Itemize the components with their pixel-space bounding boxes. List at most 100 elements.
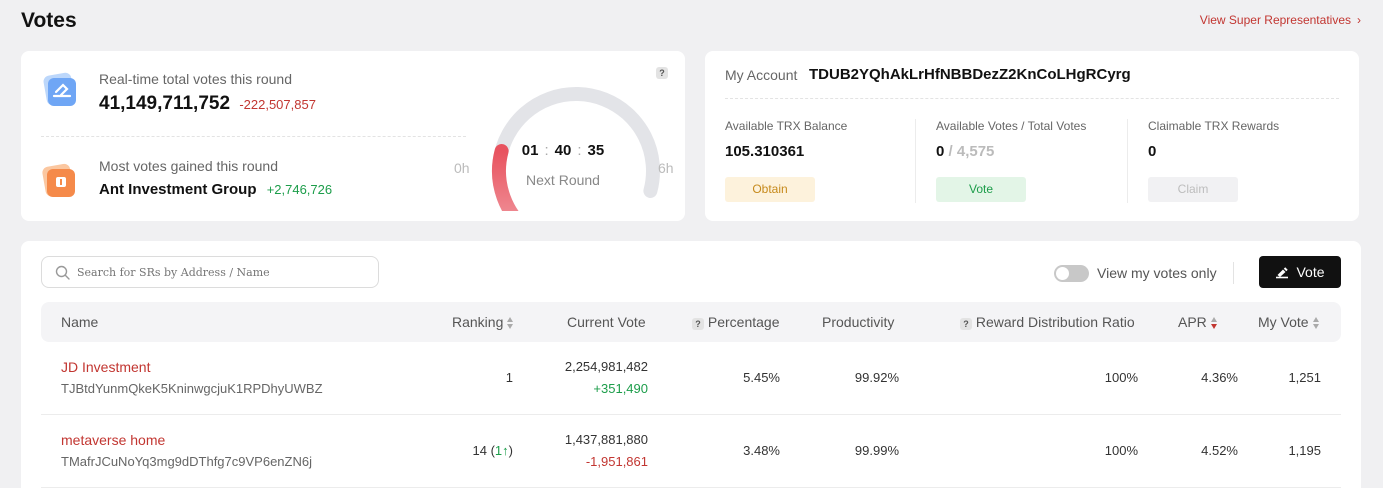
balance-label: Available TRX Balance [725, 119, 848, 133]
ranking-number: 14 ( [472, 443, 495, 458]
countdown-seconds: 35 [587, 142, 605, 159]
current-vote-value: 2,254,981,482 [564, 359, 648, 374]
countdown-minutes: 40 [554, 142, 572, 159]
sr-address: TJBtdYunmQkeK5KninwgcjuK1RPDhyUWBZ [61, 381, 323, 396]
view-my-votes-label: View my votes only [1097, 265, 1217, 281]
my-vote-value: 1,195 [1288, 443, 1321, 458]
votes-label: Available Votes / Total Votes [936, 119, 1087, 133]
account-address[interactable]: TDUB2YQhAkLrHfNBBDezZ2KnCoLHgRCyrg [809, 66, 1131, 83]
my-vote-value: 1,251 [1288, 370, 1321, 385]
gauge-fill [492, 144, 519, 211]
col-reward-ratio-label: Reward Distribution Ratio [975, 314, 1135, 330]
search-input[interactable] [77, 263, 367, 281]
next-round-label: Next Round [526, 172, 600, 188]
ballot-box-icon [43, 72, 76, 106]
votes-value: 0 / 4,575 [936, 143, 1126, 160]
col-ranking-label: Ranking [452, 314, 504, 330]
gauge-min-label: 0h [454, 160, 470, 176]
trx-balance-section: Available TRX Balance 105.310361 Obtain [725, 119, 915, 205]
col-current-vote: Current Vote [567, 314, 646, 330]
vote-delta: +351,490 [593, 381, 648, 396]
view-sr-link-label: View Super Representatives [1199, 13, 1351, 27]
total-votes-value: 41,149,711,752 -222,507,857 [99, 93, 316, 115]
sort-icon[interactable] [1312, 316, 1320, 330]
table-row: metaverse home TMafrJCuNoYq3mg9dDThfg7c9… [41, 415, 1341, 488]
arrow-up-icon: ↑ [502, 443, 509, 458]
countdown-separator: : [544, 142, 549, 159]
divider [1233, 262, 1234, 284]
countdown-timer: 01:40:35 [515, 142, 611, 159]
help-icon[interactable]: ? [692, 318, 704, 330]
col-my-vote-label: My Vote [1258, 314, 1309, 330]
help-icon[interactable]: ? [656, 67, 668, 79]
page-title: Votes [21, 9, 77, 32]
toggle-knob [1056, 267, 1069, 280]
votes-summary-card: Real-time total votes this round 41,149,… [21, 51, 685, 221]
col-reward-ratio: ? Reward Distribution Ratio [960, 314, 1135, 330]
votes-available: 0 [936, 143, 945, 160]
sr-address: TMafrJCuNoYq3mg9dDThfg7c9VP6enZN6j [61, 454, 312, 469]
search-box[interactable] [41, 256, 379, 288]
claim-button[interactable]: Claim [1148, 177, 1238, 202]
votes-slash: / [944, 143, 957, 160]
ranking-change: 1 [494, 443, 503, 458]
help-icon[interactable]: ? [960, 318, 972, 330]
sr-list-card: View my votes only Vote Name Ranking Cur… [21, 241, 1361, 488]
percentage-value: 5.45% [743, 370, 780, 385]
total-votes-number: 41,149,711,752 [99, 93, 231, 114]
reward-ratio-value: 100% [1104, 370, 1138, 385]
divider [41, 136, 466, 137]
my-account-card: My Account TDUB2YQhAkLrHfNBBDezZ2KnCoLHg… [705, 51, 1359, 221]
divider [915, 119, 916, 203]
round-countdown-gauge [492, 87, 660, 211]
top-gainer-name: Ant Investment Group [99, 181, 257, 198]
apr-value: 4.52% [1201, 443, 1238, 458]
productivity-value: 99.99% [854, 443, 899, 458]
most-votes-label: Most votes gained this round [99, 158, 278, 174]
col-my-vote[interactable]: My Vote [1258, 314, 1320, 330]
col-apr-label: APR [1178, 314, 1207, 330]
top-gainer-delta: +2,746,726 [266, 182, 333, 197]
col-apr[interactable]: APR [1178, 314, 1218, 330]
ranking-value: 1 [505, 370, 513, 385]
rewards-label: Claimable TRX Rewards [1148, 119, 1280, 133]
sort-icon[interactable] [507, 316, 514, 330]
col-percentage-label: Percentage [707, 314, 780, 330]
view-my-votes-toggle[interactable] [1054, 265, 1089, 282]
top-gainer: Ant Investment Group +2,746,726 [99, 181, 332, 198]
sort-desc-icon[interactable] [1210, 316, 1218, 330]
sr-name-link[interactable]: JD Investment [61, 359, 151, 375]
vote-delta: -1,951,861 [585, 454, 648, 469]
ranking-close: ) [508, 443, 513, 458]
votes-total: 4,575 [956, 143, 995, 160]
rewards-value: 0 [1148, 143, 1157, 160]
gauge-max-label: 6h [658, 160, 674, 176]
col-percentage: ? Percentage [692, 314, 780, 330]
vote-main-button[interactable]: Vote [1259, 256, 1341, 288]
divider [725, 98, 1339, 99]
percentage-value: 3.48% [743, 443, 780, 458]
col-productivity: Productivity [822, 314, 895, 330]
table-row: JD Investment TJBtdYunmQkeK5KninwgcjuK1R… [41, 342, 1341, 415]
vote-icon [1276, 267, 1289, 279]
vote-button[interactable]: Vote [936, 177, 1026, 202]
votes-section: Available Votes / Total Votes 0 / 4,575 … [936, 119, 1126, 205]
ticket-icon [42, 163, 75, 197]
total-votes-delta: -222,507,857 [239, 97, 316, 112]
sr-name-link[interactable]: metaverse home [61, 432, 166, 448]
table-header: Name Ranking Current Vote ? Percentage P… [41, 302, 1341, 342]
realtime-votes-label: Real-time total votes this round [99, 71, 292, 87]
view-super-representatives-link[interactable]: View Super Representatives › [1200, 13, 1361, 27]
reward-ratio-value: 100% [1104, 443, 1138, 458]
my-account-label: My Account [725, 67, 798, 83]
balance-value: 105.310361 [725, 143, 805, 160]
col-name: Name [61, 314, 99, 330]
search-icon [55, 265, 70, 280]
ranking-value: 14 (1↑) [473, 443, 513, 458]
rewards-section: Claimable TRX Rewards 0 Claim [1148, 119, 1338, 205]
chevron-right-icon: › [1357, 13, 1361, 27]
col-ranking[interactable]: Ranking [452, 314, 514, 330]
obtain-button[interactable]: Obtain [725, 177, 815, 202]
countdown-hours: 01 [521, 142, 539, 159]
divider [1127, 119, 1128, 203]
